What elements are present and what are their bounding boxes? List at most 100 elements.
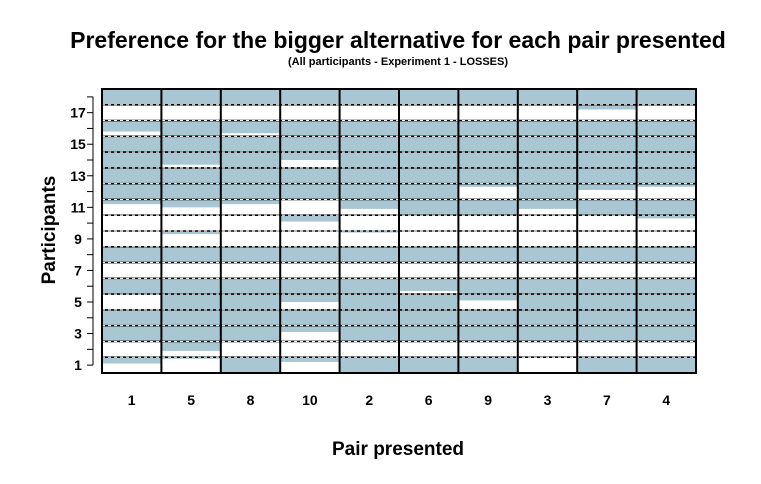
- heatmap-cell-pair-5-participant-16: [161, 120, 221, 137]
- heatmap-cell-pair-3-participant-5: [517, 294, 578, 310]
- x-tick-label: 2: [365, 392, 373, 408]
- heatmap-cell-pair-3-participant-4: [517, 309, 578, 326]
- heatmap-cell-pair-6-participant-1: [399, 357, 459, 373]
- heatmap-cell-pair-8-participant-14: [220, 152, 281, 168]
- heatmap-cell-pair-6-participant-3: [399, 325, 459, 342]
- x-tick-label: 3: [544, 392, 552, 408]
- chart-subtitle: (All participants - Experiment 1 - LOSSE…: [288, 56, 508, 68]
- heatmap-cell-pair-8-participant-15: [220, 136, 281, 153]
- heatmap-cell-pair-2-participant-3: [339, 325, 399, 342]
- x-axis-ticks: 1 5 8 10 2 6 9 3 7 4: [128, 392, 671, 408]
- heatmap-cell-pair-3-participant-3: [517, 325, 578, 342]
- heatmap-cell-pair-6-participant-8: [399, 246, 459, 263]
- heatmap-cell-pair-8-participant-4: [220, 309, 281, 326]
- y-tick-label: 15: [70, 136, 86, 152]
- heatmap-cell-pair-7-participant-18: [577, 89, 637, 105]
- heatmap-cell-pair-10-participant-18: [280, 89, 340, 105]
- heatmap-cell-pair-7-participant-3: [577, 325, 637, 342]
- heatmap-cell-pair-6-participant-13: [399, 167, 459, 184]
- heatmap-cell-pair-5-participant-2: [161, 341, 221, 351]
- heatmap-cell-pair-2-participant-4: [339, 309, 399, 326]
- heatmap-cell-pair-3-participant-18: [517, 89, 578, 105]
- heatmap-cell-pair-2-participant-13: [339, 167, 399, 184]
- heatmap-cell-pair-10-participant-8: [280, 246, 340, 263]
- heatmap-cell-pair-6-participant-5: [399, 294, 459, 310]
- heatmap-cell-pair-9-participant-14: [458, 152, 518, 168]
- y-tick-label: 11: [71, 199, 86, 215]
- heatmap-cell-pair-9-participant-3: [458, 325, 518, 342]
- heatmap-cell-pair-3-participant-15: [517, 136, 578, 153]
- heatmap-cell-pair-10-participant-14: [280, 152, 340, 160]
- heatmap-cell-pair-4-participant-13: [636, 167, 696, 184]
- heatmap-cell-pair-10-participant-6: [280, 278, 340, 295]
- heatmap-cell-pair-9-participant-1: [458, 357, 518, 373]
- heatmap-cell-pair-5-participant-9: [161, 231, 221, 235]
- heatmap-cell-pair-9-participant-4: [458, 309, 518, 326]
- heatmap-cell-pair-5-participant-12: [161, 183, 221, 200]
- heatmap-cell-pair-3-participant-14: [517, 152, 578, 168]
- heatmap-cell-pair-2-participant-18: [339, 89, 399, 105]
- heatmap-cell-pair-7-participant-8: [577, 246, 637, 263]
- heatmap-cell-pair-2-participant-14: [339, 152, 399, 168]
- heatmap-cell-pair-7-participant-4: [577, 309, 637, 326]
- heatmap-cell-pair-8-participant-16: [220, 120, 281, 134]
- x-axis-label: Pair presented: [332, 439, 464, 460]
- heatmap-cell-pair-9-participant-11: [458, 199, 518, 216]
- heatmap-cell-pair-6-participant-12: [399, 183, 459, 200]
- heatmap-cell-pair-1-participant-15: [102, 136, 162, 153]
- heatmap-cell-pair-3-participant-8: [517, 246, 578, 263]
- heatmap-cell-pair-9-participant-16: [458, 120, 518, 137]
- heatmap-cell-pair-2-participant-11: [339, 199, 399, 209]
- heatmap-cell-pair-5-participant-14: [161, 152, 221, 165]
- heatmap-cell-pair-4-participant-10: [636, 215, 696, 219]
- heatmap-cell-pair-3-participant-16: [517, 120, 578, 137]
- heatmap-cell-pair-1-participant-1: [102, 357, 162, 364]
- heatmap-cell-pair-4-participant-5: [636, 294, 696, 310]
- x-tick-label: 6: [425, 392, 433, 408]
- heatmap-cell-pair-8-participant-11: [220, 199, 281, 205]
- heatmap-cell-pair-2-participant-12: [339, 183, 399, 200]
- heatmap-cell-pair-10-participant-12: [280, 183, 340, 200]
- heatmap-cell-pair-1-participant-16: [102, 120, 162, 132]
- heatmap-cell-pair-4-participant-14: [636, 152, 696, 168]
- heatmap-cell-pair-4-participant-4: [636, 309, 696, 326]
- heatmap-cell-pair-7-participant-11: [577, 199, 637, 216]
- heatmap-cell-pair-3-participant-13: [517, 167, 578, 184]
- heatmap-cell-pair-7-participant-5: [577, 294, 637, 310]
- heatmap-cell-pair-2-participant-1: [339, 357, 399, 373]
- heatmap-cell-pair-7-participant-6: [577, 278, 637, 295]
- heatmap-cell-pair-4-participant-16: [636, 120, 696, 137]
- x-tick-label: 7: [603, 392, 611, 408]
- heatmap-cell-pair-1-participant-8: [102, 246, 162, 263]
- x-tick-label: 8: [247, 392, 255, 408]
- y-tick-label: 5: [74, 294, 82, 310]
- heatmap-cell-pair-10-participant-10: [280, 215, 340, 222]
- y-tick-label: 1: [74, 357, 82, 373]
- heatmap-cell-pair-5-participant-6: [161, 278, 221, 295]
- x-tick-label: 1: [128, 392, 136, 408]
- heatmap-cell-pair-7-participant-12: [577, 183, 637, 190]
- heatmap-cell-pair-2-participant-8: [339, 246, 399, 263]
- heatmap-cell-pair-10-participant-3: [280, 325, 340, 332]
- heatmap-cell-pair-8-participant-5: [220, 294, 281, 310]
- heatmap-cell-pair-10-participant-1: [280, 357, 340, 362]
- y-tick-label: 9: [74, 231, 82, 247]
- heatmap-cell-pair-8-participant-13: [220, 167, 281, 184]
- x-tick-label: 10: [302, 392, 318, 408]
- heatmap-cell-pair-5-participant-13: [161, 167, 221, 184]
- heatmap-cell-pair-2-participant-15: [339, 136, 399, 153]
- heatmap-cell-pair-7-participant-17: [577, 104, 637, 110]
- chart-title: Preference for the bigger alternative fo…: [70, 27, 726, 53]
- heatmap-cell-pair-8-participant-6: [220, 278, 281, 295]
- heatmap-cell-pair-8-participant-3: [220, 325, 281, 342]
- heatmap-cell-pair-8-participant-8: [220, 246, 281, 263]
- heatmap-cell-pair-2-participant-16: [339, 120, 399, 137]
- heatmap-cell-pair-4-participant-1: [636, 357, 696, 373]
- heatmap-cell-pair-9-participant-15: [458, 136, 518, 153]
- heatmap-cell-pair-5-participant-8: [161, 246, 221, 263]
- x-tick-label: 4: [662, 392, 670, 408]
- heatmap-cell-pair-6-participant-4: [399, 309, 459, 326]
- heatmap-cell-pair-2-participant-6: [339, 278, 399, 295]
